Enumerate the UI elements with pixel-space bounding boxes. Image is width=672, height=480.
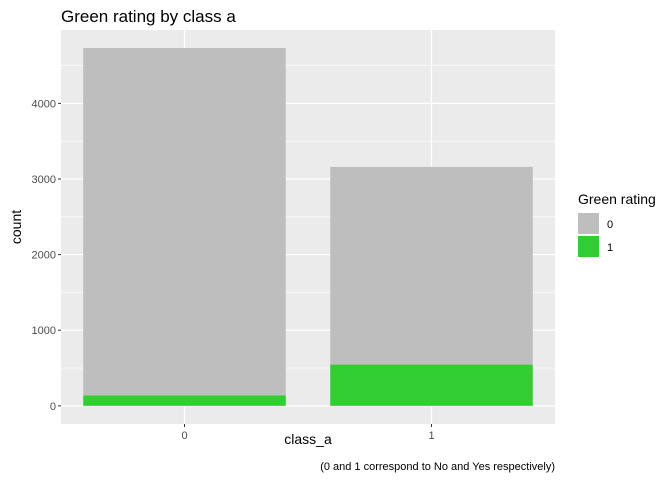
y-tick-label: 0 [50,401,56,413]
x-tick-label: 0 [181,430,187,442]
legend-label: 1 [607,242,613,254]
y-tick-label: 2000 [32,250,56,262]
y-tick-label: 3000 [32,174,56,186]
legend: Green rating 0 1 [578,191,656,257]
legend-key-1 [578,236,599,257]
bars [83,47,533,406]
y-tick-label: 4000 [32,98,56,110]
y-tick-label: 1000 [32,325,56,337]
bar-class-1-rating-0 [330,166,533,365]
bar-class-1-rating-1 [330,364,533,406]
legend-label: 0 [607,219,613,231]
legend-key-0 [578,213,599,234]
x-axis-title: class_a [284,431,332,447]
legend-title: Green rating [578,191,656,207]
y-axis: 0 1000 2000 3000 4000 [32,98,61,413]
chart-caption: (0 and 1 correspond to No and Yes respec… [320,461,555,473]
y-axis-title: count [8,210,24,244]
bar-class-0-rating-0 [83,47,286,396]
chart-title: Green rating by class a [61,7,236,26]
bar-class-0-rating-1 [83,395,286,406]
x-tick-label: 1 [428,430,434,442]
